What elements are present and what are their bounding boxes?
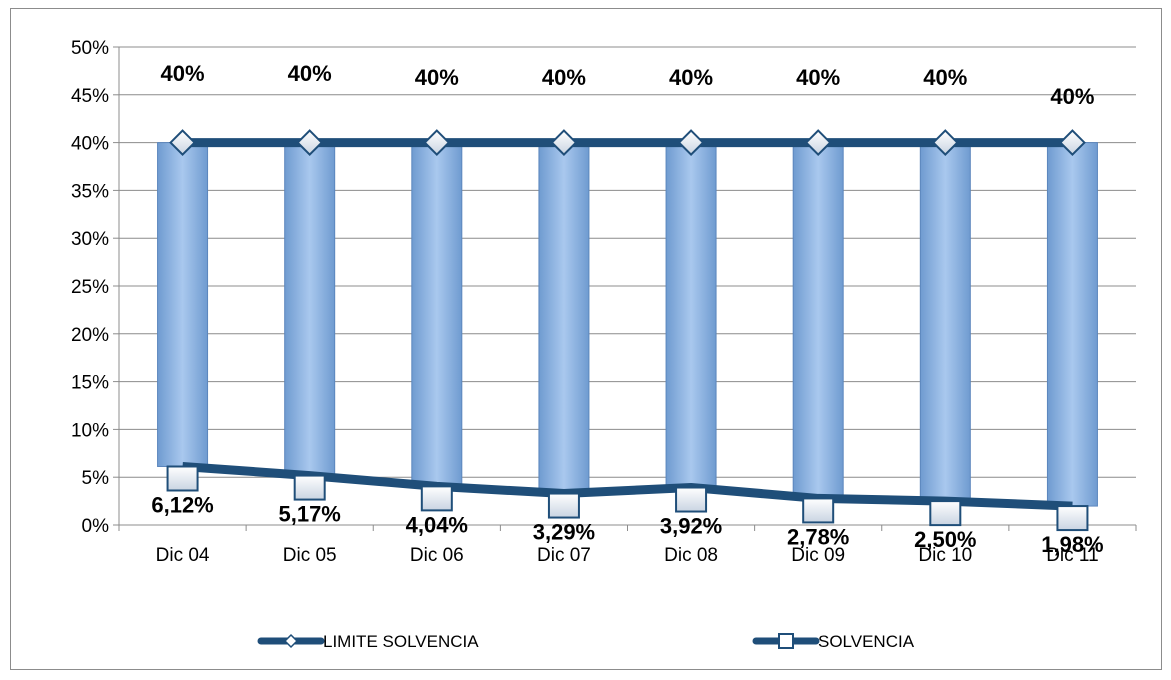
y-tick-label: 45% [71,86,109,107]
x-tick-label: Dic 10 [918,545,972,566]
range-bar [284,142,336,477]
y-tick-label: 10% [71,420,109,441]
solvencia-line [182,462,1073,511]
solvencia-data-label: 6,12% [151,492,213,517]
limite-solvencia-data-label: 40% [415,65,459,90]
limite-solvencia-data-label: 40% [288,61,332,86]
limite-solvencia-marker [931,129,959,157]
legend-limite-solvencia: LIMITE SOLVENCIA [257,632,479,651]
x-tick-label: Dic 09 [791,545,845,566]
solvencia-data-label: 5,17% [278,502,340,527]
limite-solvencia-marker [169,129,196,157]
limite-solvencia-marker [804,129,832,157]
range-bar [1046,142,1098,507]
chart-svg: 0% 5% 10% 15% 20% 25% 30% 35% 40% 45% 50% Dic 04 Dic… [71,38,1137,651]
legend-diamond-marker [283,633,299,649]
range-bar [411,142,463,487]
bars [157,142,1098,507]
data-labels: 40% 40% 40% 40% 40% 40% 40% 40% 6,12% 5,17% 4,04% 3… [151,61,1103,557]
x-tick-label: Dic 04 [156,545,210,566]
solvencia-marker [802,497,835,524]
y-tick-label: 25% [71,277,109,298]
legend-label: SOLVENCIA [818,632,915,651]
solvencia-marker [675,486,708,513]
range-bar [792,142,844,499]
limite-solvencia-marker [296,129,324,157]
solvencia-marker [929,500,962,527]
x-tick-label: Dic 11 [1046,545,1098,566]
chart-frame: 0% 5% 10% 15% 20% 25% 30% 35% 40% 45% 50% Dic 04 Dic… [10,8,1162,670]
limite-solvencia-marker [1059,129,1086,157]
legend-solvencia: SOLVENCIA [752,632,915,651]
limite-solvencia-data-label: 40% [796,65,840,90]
limite-solvencia-data-label: 40% [161,61,205,86]
limite-solvencia-marker [677,129,705,157]
x-tick-label: Dic 07 [537,545,591,566]
range-bar [157,142,209,467]
solvencia-marker [547,492,580,519]
limite-solvencia-data-label: 40% [923,65,967,90]
x-tick-label: Dic 05 [283,545,337,566]
x-tick-label: Dic 08 [664,545,718,566]
y-tick-label: 0% [82,516,110,537]
y-tick-label: 40% [71,134,109,155]
y-tick-label: 50% [71,38,109,59]
solvencia-marker [1056,505,1089,532]
range-bar [665,142,717,489]
solvencia-data-label: 2,50% [914,527,976,552]
legend: LIMITE SOLVENCIA SOLVENCIA [257,632,915,651]
y-tick-label: 35% [71,181,109,202]
solvencia-marker [166,465,199,492]
range-bar [538,142,590,495]
solvencia-data-label: 4,04% [406,512,468,537]
series-markers [166,129,1089,532]
limite-solvencia-data-label: 40% [669,65,713,90]
limite-solvencia-marker [550,129,578,157]
limite-solvencia-data-label: 40% [542,65,586,90]
legend-square-marker [778,633,794,649]
solvencia-data-label: 2,78% [787,524,849,549]
y-tick-label: 20% [71,325,109,346]
y-tick-label: 5% [82,468,110,489]
limite-solvencia-marker [423,129,451,157]
gridlines [119,46,1136,526]
solvencia-data-label: 3,29% [533,520,595,545]
range-bar [919,142,971,502]
solvencia-marker [420,485,453,512]
limite-solvencia-data-label: 40% [1050,84,1094,109]
x-tick-label: Dic 06 [410,545,464,566]
solvencia-data-label: 1,98% [1041,532,1103,557]
solvencia-marker [293,474,326,501]
axes: 0% 5% 10% 15% 20% 25% 30% 35% 40% 45% 50% Dic 04 Dic… [71,38,1137,566]
series-lines [182,138,1073,511]
y-tick-label: 15% [71,373,109,394]
legend-label: LIMITE SOLVENCIA [323,632,479,651]
y-tick-label: 30% [71,229,109,250]
solvencia-data-label: 3,92% [660,514,722,539]
